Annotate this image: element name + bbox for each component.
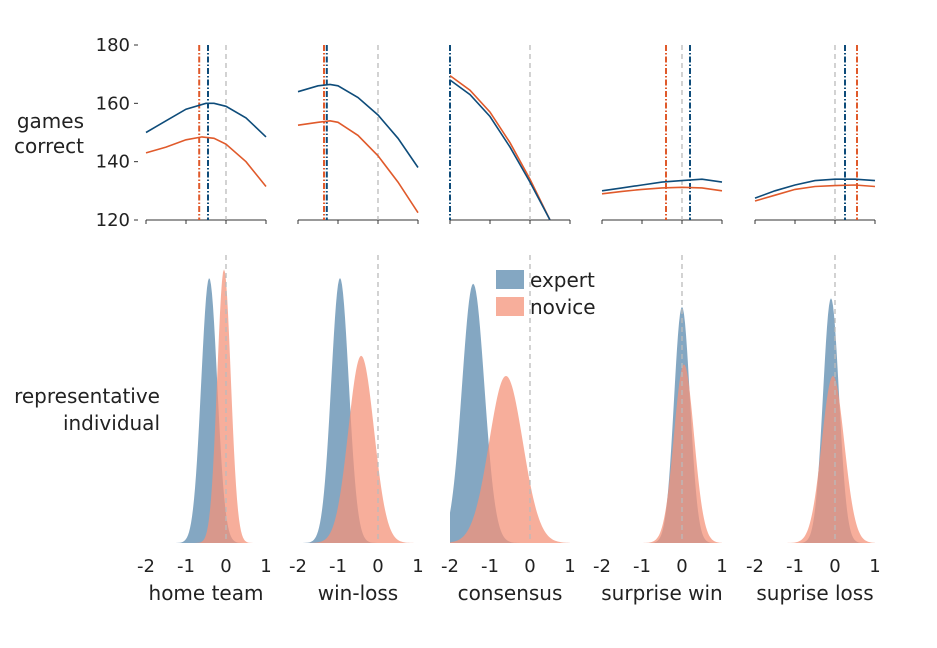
novice-curve xyxy=(145,136,267,188)
legend-swatch-novice xyxy=(496,297,524,316)
x-tick-label--1: -1 xyxy=(177,556,195,577)
x-tick-label--2: -2 xyxy=(441,556,459,577)
panel-label-surprise-win: surprise win xyxy=(601,581,722,605)
x-tick-label-1: 1 xyxy=(869,556,880,577)
row-label-bottom-line2: individual xyxy=(63,411,160,435)
panel-label-suprise-loss: suprise loss xyxy=(756,581,873,605)
novice-curve xyxy=(449,74,551,221)
expert-density xyxy=(146,278,266,543)
x-tick-label-0: 0 xyxy=(220,556,231,577)
x-tick-label-1: 1 xyxy=(564,556,575,577)
x-tick-label--2: -2 xyxy=(137,556,155,577)
legend-swatch-expert xyxy=(496,270,524,289)
x-tick-label-0: 0 xyxy=(676,556,687,577)
panel-1: -2 -1 0 1 home team xyxy=(137,45,272,605)
panel-4: -2 -1 0 1 surprise win xyxy=(593,45,728,605)
expert-density xyxy=(450,283,570,543)
novice-density xyxy=(602,364,722,543)
x-tick-label-0: 0 xyxy=(829,556,840,577)
legend: expert novice xyxy=(496,268,596,319)
y-tick-label-140: 140 xyxy=(96,152,130,173)
x-tick-label--1: -1 xyxy=(481,556,499,577)
panel-5: -2 -1 0 1 suprise loss xyxy=(746,45,881,605)
x-tick-label-1: 1 xyxy=(260,556,271,577)
expert-density xyxy=(602,306,722,543)
expert-curve xyxy=(297,83,419,168)
expert-curve xyxy=(449,79,551,221)
legend-label-novice: novice xyxy=(530,295,596,319)
novice-density xyxy=(755,376,875,543)
x-tick-label--1: -1 xyxy=(633,556,651,577)
panel-label-win-loss: win-loss xyxy=(318,581,398,605)
row-label-top-line1: games xyxy=(17,109,84,133)
x-tick-label-0: 0 xyxy=(524,556,535,577)
novice-density xyxy=(298,355,418,543)
novice-density xyxy=(450,376,570,543)
row-label-bottom-line1: representative xyxy=(14,384,160,408)
x-tick-label--2: -2 xyxy=(746,556,764,577)
novice-curve xyxy=(754,184,876,202)
expert-curve xyxy=(145,102,267,138)
x-tick-label--2: -2 xyxy=(289,556,307,577)
x-tick-label-1: 1 xyxy=(716,556,727,577)
y-tick-label-180: 180 xyxy=(96,35,130,56)
legend-label-expert: expert xyxy=(530,268,595,292)
y-tick-label-160: 160 xyxy=(96,93,130,114)
expert-curve xyxy=(754,178,876,199)
y-tick-label-120: 120 xyxy=(96,210,130,231)
panel-2: -2 -1 0 1 win-loss xyxy=(289,45,424,605)
novice-curve xyxy=(601,186,723,195)
panel-label-home-team: home team xyxy=(149,581,264,605)
top-y-axis: 120 140 160 180 xyxy=(96,35,138,231)
x-tick-label-1: 1 xyxy=(412,556,423,577)
x-tick-label--2: -2 xyxy=(593,556,611,577)
x-tick-label--1: -1 xyxy=(786,556,804,577)
row-label-top-line2: correct xyxy=(14,134,84,158)
x-tick-label--1: -1 xyxy=(329,556,347,577)
expert-curve xyxy=(601,178,723,192)
row-labels: games correct representative individual xyxy=(14,109,160,435)
x-tick-label-0: 0 xyxy=(372,556,383,577)
panel-label-consensus: consensus xyxy=(458,581,563,605)
novice-curve xyxy=(297,119,419,214)
expert-density xyxy=(298,278,418,543)
